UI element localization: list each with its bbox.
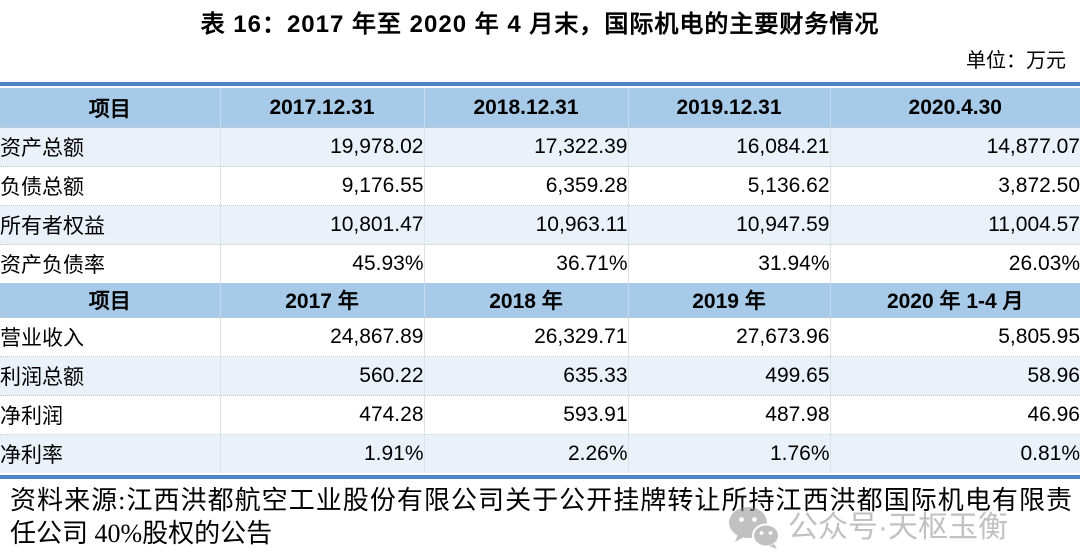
value-cell: 635.33 [423,356,628,396]
value-cell: 45.93% [219,244,424,283]
header-cell-item: 项目 [0,283,220,318]
row-total-profit: 利润总额 560.22 635.33 499.65 58.96 [0,356,1080,396]
row-label: 营业收入 [0,317,220,357]
row-label: 负债总额 [0,166,220,206]
row-operating-revenue: 营业收入 24,867.89 26,329.71 27,673.96 5,805… [0,317,1080,357]
value-cell: 474.28 [219,395,424,435]
row-label: 利润总额 [0,356,220,396]
row-total-liabilities: 负债总额 9,176.55 6,359.28 5,136.62 3,872.50 [0,166,1080,206]
value-cell: 24,867.89 [219,317,424,357]
header-cell-date-2019: 2019.12.31 [627,88,830,128]
value-cell: 26.03% [829,244,1080,283]
value-cell: 19,978.02 [219,127,424,167]
row-label: 资产负债率 [0,244,220,283]
value-cell: 1.91% [219,434,424,473]
source-note-line1: 资料来源:江西洪都航空工业股份有限公司关于公开挂牌转让所持江西洪都国际机电有限责 [10,486,1072,515]
value-cell: 11,004.57 [829,205,1080,245]
header-cell-year-2018: 2018 年 [423,283,628,318]
value-cell: 36.71% [423,244,628,283]
value-cell: 5,805.95 [829,317,1080,357]
row-net-margin: 净利率 1.91% 2.26% 1.76% 0.81% [0,434,1080,473]
value-cell: 1.76% [627,434,830,473]
value-cell: 10,801.47 [219,205,424,245]
value-cell: 26,329.71 [423,317,628,357]
table-title: 表 16：2017 年至 2020 年 4 月末，国际机电的主要财务情况 [200,11,880,38]
unit-label: 单位：万元 [966,50,1066,72]
value-cell: 58.96 [829,356,1080,396]
financial-table: 项目 2017.12.31 2018.12.31 2019.12.31 2020… [0,88,1080,473]
header-cell-year-2019: 2019 年 [627,283,830,318]
header-cell-year-2017: 2017 年 [219,283,424,318]
row-net-profit: 净利润 474.28 593.91 487.98 46.96 [0,395,1080,435]
value-cell: 10,963.11 [423,205,628,245]
value-cell: 6,359.28 [423,166,628,206]
row-label: 净利率 [0,434,220,473]
value-cell: 5,136.62 [627,166,830,206]
header-cell-item: 项目 [0,88,220,128]
source-note-line2: 任公司 40%股权的公告 [10,519,273,548]
value-cell: 14,877.07 [829,127,1080,167]
value-cell: 593.91 [423,395,628,435]
financial-table-block: 项目 2017.12.31 2018.12.31 2019.12.31 2020… [0,82,1080,479]
value-cell: 9,176.55 [219,166,424,206]
table-bottom-border [0,475,1080,479]
value-cell: 487.98 [627,395,830,435]
header-row-balance-sheet: 项目 2017.12.31 2018.12.31 2019.12.31 2020… [0,88,1080,128]
value-cell: 17,322.39 [423,127,628,167]
value-cell: 499.65 [627,356,830,396]
value-cell: 10,947.59 [627,205,830,245]
source-note: 资料来源:江西洪都航空工业股份有限公司关于公开挂牌转让所持江西洪都国际机电有限责… [0,484,1080,550]
row-debt-ratio: 资产负债率 45.93% 36.71% 31.94% 26.03% [0,244,1080,283]
value-cell: 27,673.96 [627,317,830,357]
header-cell-date-2020: 2020.4.30 [829,88,1080,128]
table-top-border [0,82,1080,86]
value-cell: 0.81% [829,434,1080,473]
row-owners-equity: 所有者权益 10,801.47 10,963.11 10,947.59 11,0… [0,205,1080,245]
value-cell: 560.22 [219,356,424,396]
header-row-income-statement: 项目 2017 年 2018 年 2019 年 2020 年 1-4 月 [0,283,1080,318]
value-cell: 2.26% [423,434,628,473]
row-total-assets: 资产总额 19,978.02 17,322.39 16,084.21 14,87… [0,127,1080,167]
header-cell-date-2017: 2017.12.31 [219,88,424,128]
row-label: 净利润 [0,395,220,435]
value-cell: 16,084.21 [627,127,830,167]
header-cell-date-2018: 2018.12.31 [423,88,628,128]
document-page: 表 16：2017 年至 2020 年 4 月末，国际机电的主要财务情况 单位：… [0,10,1080,559]
row-label: 所有者权益 [0,205,220,245]
value-cell: 31.94% [627,244,830,283]
row-label: 资产总额 [0,127,220,167]
value-cell: 3,872.50 [829,166,1080,206]
header-cell-period-2020: 2020 年 1-4 月 [829,283,1080,318]
value-cell: 46.96 [829,395,1080,435]
